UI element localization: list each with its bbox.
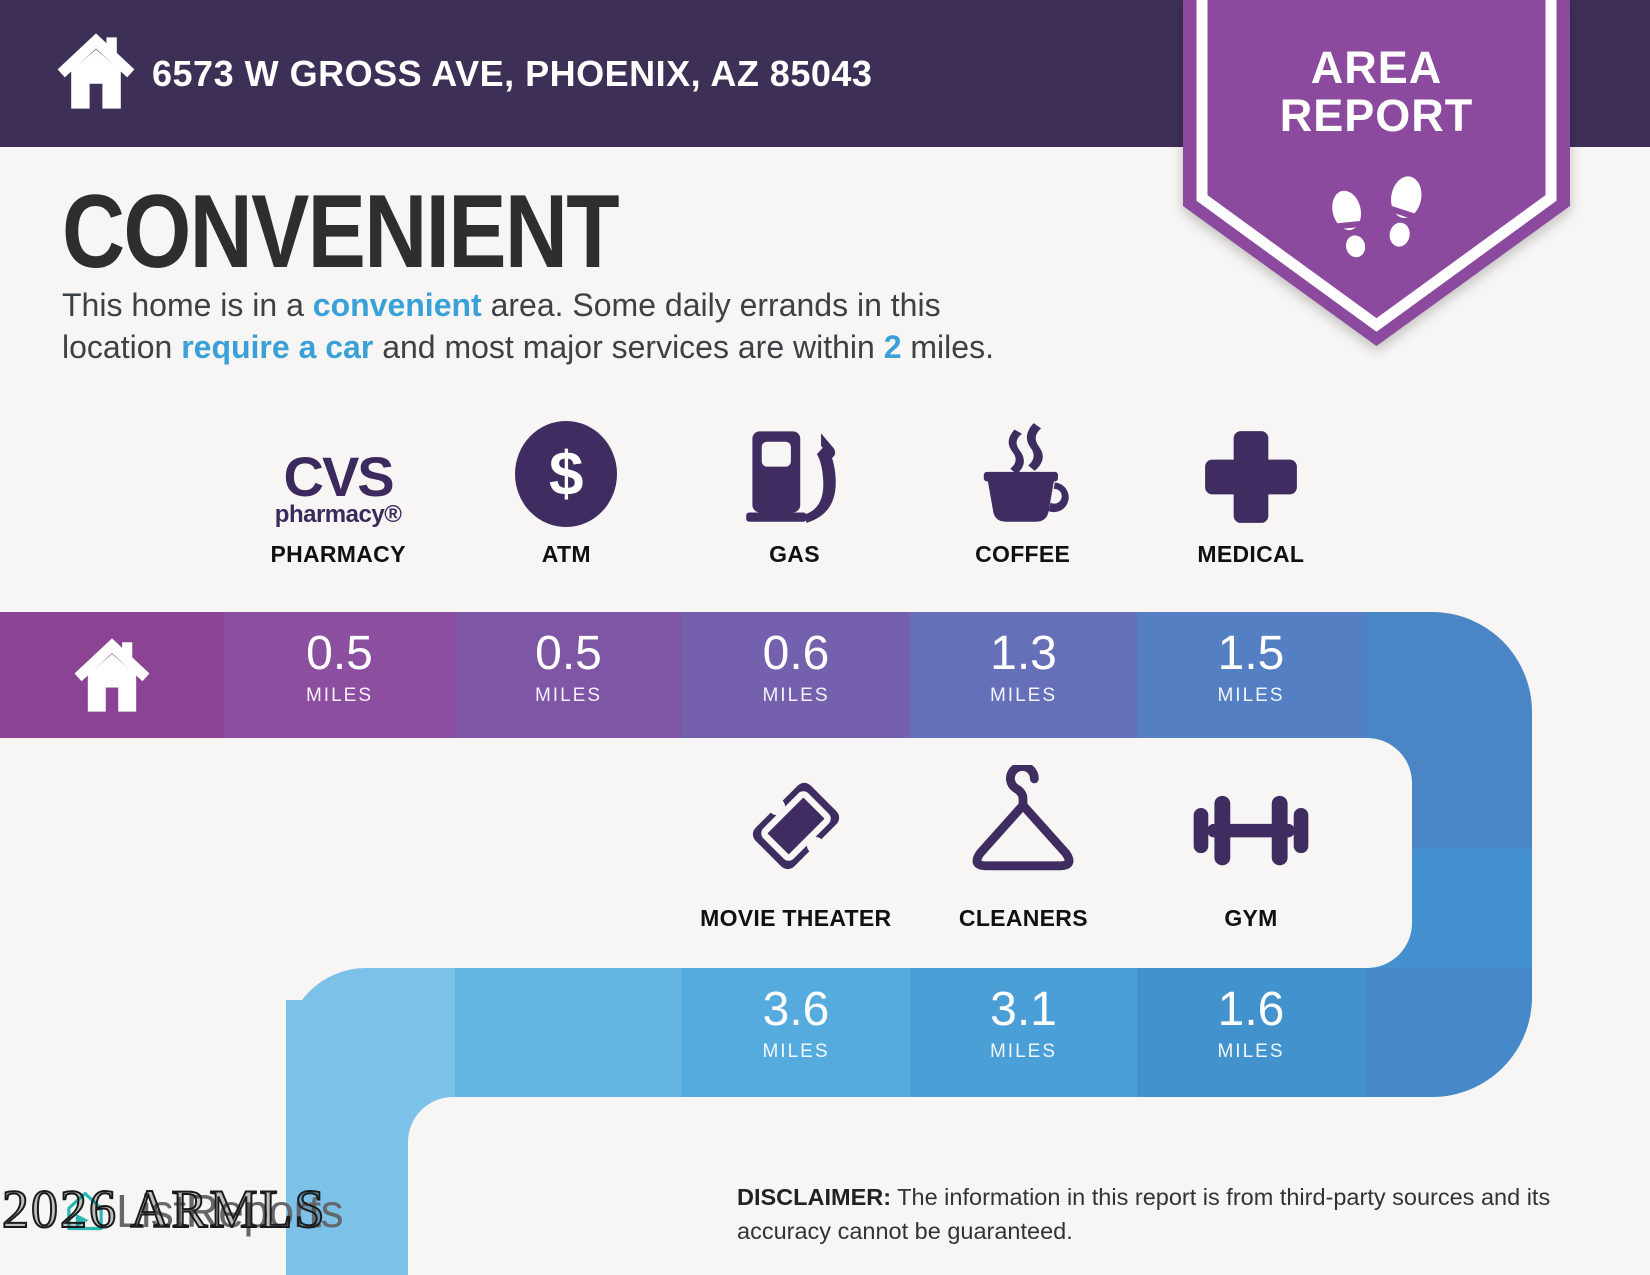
amenity-label: GAS: [769, 541, 820, 567]
distance-value: 3.6: [762, 983, 830, 1036]
dollar-sign: $: [549, 439, 584, 509]
distance-unit: MILES: [1217, 685, 1285, 706]
bar-home-cell: [0, 612, 224, 738]
cvs-logo-subtext: pharmacy®: [274, 501, 402, 528]
distance-cell: 1.5 MILES: [1137, 612, 1365, 738]
bar-connector: [1365, 968, 1532, 1097]
footprints-icon: [1332, 176, 1422, 258]
amenity-label: GYM: [1224, 905, 1278, 931]
intro-highlight: require a car: [181, 329, 374, 366]
amenity-label: MOVIE THEATER: [700, 905, 892, 931]
distance-bar-row1: 0.5 MILES 0.5 MILES 0.6 MILES 1.3 MILES …: [0, 612, 1532, 738]
amenity-cleaners: CLEANERS: [910, 763, 1138, 932]
amenity-label: COFFEE: [975, 541, 1071, 567]
distance-value: 3.1: [990, 983, 1057, 1036]
listreports-logo: ListReports: [62, 1184, 344, 1238]
distance-unit: MILES: [534, 685, 603, 706]
amenity-atm: $ ATM: [452, 413, 680, 568]
distance-unit: MILES: [1217, 1041, 1285, 1062]
listreports-house-icon: [67, 1191, 103, 1231]
bar-connector: [1365, 612, 1532, 738]
intro-part: and most major services are within: [373, 329, 884, 366]
cvs-pharmacy-logo: CVS pharmacy®: [275, 413, 402, 527]
bar-corner-mask: [1327, 738, 1412, 968]
intro-highlight: 2: [883, 329, 902, 366]
disclaimer-text: accuracy cannot be guaranteed.: [737, 1218, 1073, 1245]
distance-unit: MILES: [989, 685, 1058, 706]
amenity-label: PHARMACY: [270, 541, 406, 567]
amenity-label: CLEANERS: [958, 905, 1088, 931]
intro-part: miles.: [901, 329, 994, 366]
home-icon: [56, 28, 136, 114]
home-icon: [0, 612, 224, 738]
intro-part: location: [62, 329, 182, 366]
distance-unit: MILES: [989, 1041, 1058, 1062]
amenity-pharmacy: CVS pharmacy® PHARMACY: [224, 413, 452, 568]
intro-part: This home is in a: [62, 287, 313, 323]
distance-unit: MILES: [762, 1041, 830, 1062]
amenity-row-1: CVS pharmacy® PHARMACY $ ATM GAS: [224, 413, 1365, 568]
gas-pump-icon: [742, 413, 846, 527]
badge-line2: REPORT: [1279, 90, 1474, 141]
intro-part: area. Some daily errands in this: [481, 287, 941, 323]
disclaimer-label: DISCLAIMER:: [737, 1184, 892, 1210]
amenity-row-2: MOVIE THEATER CLEANERS: [682, 763, 1365, 932]
dumbbell-icon: [1190, 763, 1312, 891]
disclaimer-text: The information in this report is from t…: [897, 1184, 1551, 1210]
listreports-wordmark: ListReports: [116, 1185, 344, 1237]
distance-cell: 3.6 MILES: [682, 968, 910, 1097]
cvs-logo-text: CVS: [283, 445, 395, 508]
distance-cell: 0.5 MILES: [224, 612, 455, 738]
disclaimer: DISCLAIMER: The information in this repo…: [737, 1180, 1567, 1248]
distance-cell: 3.1 MILES: [910, 968, 1137, 1097]
armls-watermark: 2026 ARMLS: [1, 1178, 327, 1240]
distance-cell: 1.3 MILES: [910, 612, 1137, 738]
page-title: CONVENIENT: [62, 174, 620, 290]
intro-text: This home is in a convenient area. Some …: [62, 284, 1262, 368]
property-address: 6573 W GROSS AVE, PHOENIX, AZ 85043: [152, 52, 873, 94]
distance-value: 1.6: [1217, 983, 1285, 1036]
distance-value: 1.3: [990, 627, 1057, 680]
intro-highlight: convenient: [312, 287, 482, 323]
distance-unit: MILES: [305, 685, 374, 706]
dollar-circle-icon: $: [515, 413, 618, 527]
bar-connector: [286, 968, 455, 1097]
amenity-movie-theater: MOVIE THEATER: [682, 763, 910, 932]
distance-unit: MILES: [762, 685, 830, 706]
amenity-coffee: COFFEE: [909, 413, 1137, 568]
bar-corner-mask: [408, 1097, 558, 1227]
ticket-icon: [731, 763, 861, 891]
distance-value: 1.5: [1217, 627, 1285, 680]
area-report-badge: [1183, 0, 1570, 352]
distance-bar-row2: 3.6 MILES 3.1 MILES 1.6 MILES: [286, 968, 1532, 1097]
distance-cell: 0.6 MILES: [682, 612, 910, 738]
amenity-gym: GYM: [1137, 763, 1365, 932]
bar-vertical-connector: [1412, 738, 1532, 968]
distance-value: 0.5: [535, 627, 602, 680]
badge-line1: AREA: [1310, 42, 1443, 93]
distance-value: 0.6: [762, 627, 830, 680]
distance-cell: 1.6 MILES: [1137, 968, 1365, 1097]
bar-connector: [455, 968, 682, 1097]
amenity-medical: MEDICAL: [1137, 413, 1365, 568]
medical-cross-icon: [1200, 413, 1302, 527]
distance-cell: 0.5 MILES: [455, 612, 682, 738]
coffee-cup-icon: [970, 413, 1076, 527]
distance-value: 0.5: [306, 627, 373, 680]
amenity-label: MEDICAL: [1197, 541, 1305, 567]
amenity-gas: GAS: [680, 413, 908, 568]
badge-title: AREA REPORT: [1183, 44, 1570, 140]
hanger-icon: [960, 763, 1086, 891]
amenity-label: ATM: [541, 541, 591, 567]
